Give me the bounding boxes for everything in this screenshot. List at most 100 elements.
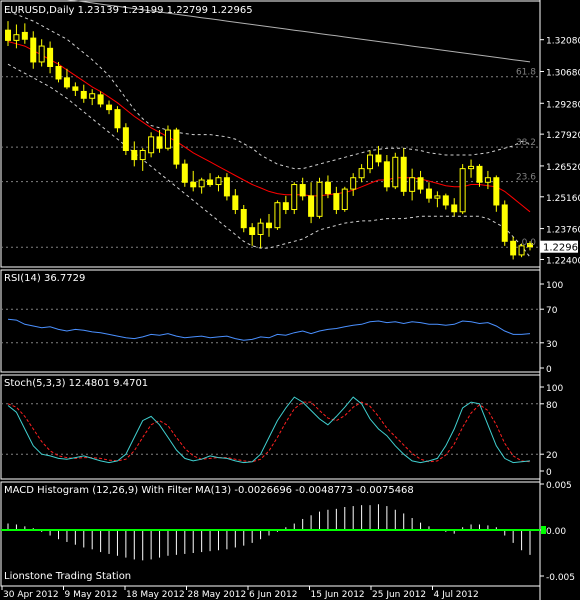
rsi-panel-frame [0,269,541,373]
time-axis: 30 Apr 2012 9 May 2012 18 May 2012 28 May 2… [1,586,479,600]
time-tick-label: 30 Apr 2012 [3,590,59,600]
time-tick-label: 25 Jun 2012 [372,590,426,600]
candle-body [139,149,146,161]
candle-body [47,47,54,67]
current-price-value: 1.22965 [543,243,580,254]
fibonacci-labels: 61.8 38.2 23.6 0.0 [516,68,536,248]
candle-body [198,179,205,188]
candles-layer [5,21,533,260]
rsi-tick-label: 70 [546,306,558,316]
candle-body [468,165,475,170]
stoch-main-line [7,396,531,464]
price-panel[interactable]: 61.8 38.2 23.6 0.0 EURUSD,Daily 1.23139 1.2… [4,0,536,260]
candle-body [358,168,365,179]
rsi-tick-label: 0 [546,365,552,375]
stochastic-axis: 100 80 20 0 [540,384,563,478]
stoch-signal-line [7,401,531,463]
macd-axis: 0.005 0.00 -0.005 [540,481,575,583]
stoch-panel-frame [0,374,541,480]
macd-tick-label: 0.00 [546,527,566,537]
current-price-tag-bg [540,240,578,253]
rsi-tick-label: 30 [546,340,558,350]
price-tick-label: 1.27920 [546,131,580,141]
candle-body [333,193,340,211]
candle-body [484,177,491,183]
time-tick-label: 18 May 2012 [126,590,185,600]
candle-body [409,177,416,192]
price-tick-label: 1.23760 [546,226,580,236]
candle-body [13,34,20,41]
candle-body [392,156,399,188]
candle-body [207,179,214,186]
price-tick-label: 1.29280 [546,100,580,110]
time-tick-label: 28 May 2012 [188,590,247,600]
candle-body [434,195,441,199]
candle-body [459,168,466,213]
time-tick-label: 6 Jun 2012 [249,590,297,600]
candle-body [282,202,289,211]
long-ma-layer [66,0,531,63]
candle-body [30,37,37,63]
candle-body [417,177,424,190]
candle-body [367,154,374,170]
candle-body [383,161,390,188]
time-tick-label: 15 Jun 2012 [311,590,365,600]
macd-panel[interactable]: MACD Histogram (12,26,9) With Filter MA(… [1,485,540,582]
stoch-tick-label: 100 [546,384,563,394]
candle-body [38,45,45,63]
candle-body [80,90,87,99]
macd-tick-label: -0.005 [546,573,575,583]
candle-body [425,188,432,199]
candle-body [308,195,315,217]
macd-panel-header: MACD Histogram (12,26,9) With Filter MA(… [4,485,414,496]
rsi-panel-header: RSI(14) 36.7729 [4,273,85,284]
current-price-tag: 1.22965 [540,240,580,254]
candle-body [518,245,525,256]
candle-body [510,240,517,256]
time-tick-label: 4 Jul 2012 [434,590,479,600]
stochastic-panel-header: Stoch(5,3,3) 12.4801 9.4701 [4,378,148,389]
candle-body [527,243,533,248]
candle-body [55,65,62,80]
candle-body [291,184,298,211]
candle-body [274,202,281,229]
bollinger-upper-band [7,11,531,170]
candle-body [493,177,500,206]
rsi-panel[interactable]: RSI(14) 36.7729 [4,273,531,341]
stochastic-panel[interactable]: Stoch(5,3,3) 12.4801 9.4701 [4,378,531,464]
candle-body [400,156,407,192]
candle-body [63,77,70,88]
candle-body [476,165,483,183]
long-ma-line [66,0,531,63]
moving-average-line [7,41,531,213]
candle-body [501,204,508,242]
candle-body [5,29,11,41]
fib-level-label: 38.2 [516,138,536,148]
candle-body [299,184,306,197]
candle-body [156,136,163,149]
candle-body [350,177,357,190]
candle-body [442,195,449,206]
candle-body [181,163,188,183]
candle-body [106,104,113,111]
candle-body [215,177,222,186]
candle-body [341,188,348,211]
candle-body [324,181,331,195]
candle-body [173,129,180,165]
macd-panel-footer: Lionstone Trading Station [4,571,131,582]
candle-body [240,209,247,229]
candle-body [375,154,382,163]
candle-body [21,31,28,40]
stoch-tick-label: 20 [546,451,558,461]
price-panel-header: EURUSD,Daily 1.23139 1.23199 1.22799 1.2… [4,5,253,16]
grid-lines [1,76,540,455]
macd-histogram-layer [1,504,540,561]
price-tick-label: 1.26520 [546,163,580,173]
rsi-line [7,318,531,341]
rsi-axis: 100 70 30 0 [540,281,563,375]
fib-level-label: 23.6 [516,173,536,183]
candle-body [266,222,272,229]
price-tick-label: 1.25160 [546,194,580,204]
candle-body [148,136,155,154]
